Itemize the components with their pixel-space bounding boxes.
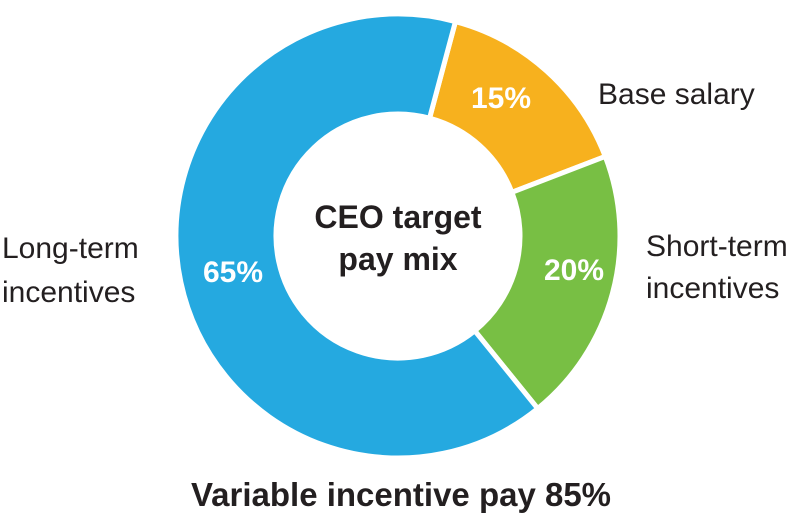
slice-label-base-salary: Base salary xyxy=(598,78,755,111)
center-title-line-2: pay mix xyxy=(338,241,457,277)
donut-slices xyxy=(173,11,623,461)
slice-label-short-term-line-1: Short-term xyxy=(646,230,788,263)
slice-value-label-long-term: 65% xyxy=(203,256,263,289)
slice-value-label-base-salary: 15% xyxy=(471,82,531,115)
donut-slice-short-term xyxy=(471,153,623,413)
slice-label-long-term-line-2: incentives xyxy=(2,276,135,309)
slice-label-short-term-line-2: incentives xyxy=(646,272,779,305)
slice-label-long-term-line-1: Long-term xyxy=(2,232,139,265)
slice-value-label-short-term: 20% xyxy=(544,254,604,287)
center-title-line-1: CEO target xyxy=(314,199,481,235)
chart-footer: Variable incentive pay 85% xyxy=(191,476,611,513)
donut-slice-long-term xyxy=(173,11,542,461)
